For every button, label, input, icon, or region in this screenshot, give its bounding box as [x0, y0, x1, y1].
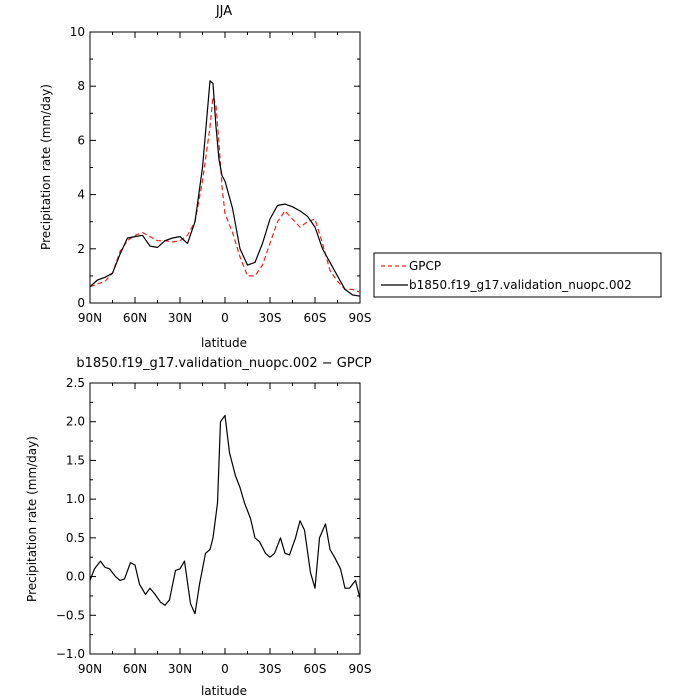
bottom-plot-frame — [89, 382, 361, 655]
top-plot-frame — [89, 31, 361, 304]
top-x-tick-label: 60N — [123, 311, 147, 325]
bottom-x-tick-label: 60N — [123, 662, 147, 676]
bottom-x-tick-label: 0 — [221, 662, 229, 676]
bottom-y-tick-label: 0.0 — [66, 570, 85, 584]
top-panel: JJA 0 2 4 6 8 10 90N 60N 30N 0 30S 60S 90S latitude… — [39, 4, 371, 350]
top-x-tick-label: 90S — [349, 311, 372, 325]
legend-label-gpcp: GPCP — [409, 259, 441, 273]
bottom-y-tick-label: 1.5 — [66, 453, 85, 467]
legend-box — [373, 252, 662, 298]
bottom-x-tick-label: 90S — [349, 662, 372, 676]
legend: GPCP b1850.f19_g17.validation_nuopc.002 — [373, 252, 662, 298]
top-x-tick-label: 0 — [221, 311, 229, 325]
bottom-series-group — [89, 414, 361, 615]
bottom-x-tick-label: 90N — [78, 662, 102, 676]
bottom-y-tick-label: 0.5 — [66, 531, 85, 545]
bottom-y-tick-label: 2.5 — [66, 376, 85, 390]
top-y-axis: 0 2 4 6 8 10 — [70, 25, 360, 310]
bottom-y-tick-label: −0.5 — [56, 608, 85, 622]
top-y-tick-label: 4 — [77, 188, 85, 202]
bottom-y-tick-label: 1.0 — [66, 492, 85, 506]
bottom-x-axis: 90N 60N 30N 0 30S 60S 90S — [78, 383, 372, 676]
bottom-x-axis-label: latitude — [201, 684, 247, 698]
top-y-tick-label: 10 — [70, 25, 85, 39]
top-y-tick-label: 2 — [77, 242, 85, 256]
top-x-tick-label: 30N — [168, 311, 192, 325]
legend-label-model: b1850.f19_g17.validation_nuopc.002 — [409, 278, 632, 292]
top-x-tick-label: 30S — [259, 311, 282, 325]
top-y-tick-label: 6 — [77, 133, 85, 147]
top-y-axis-label: Precipitation rate (mm/day) — [39, 84, 53, 250]
top-series-line-1 — [89, 80, 361, 297]
bottom-panel: b1850.f19_g17.validation_nuopc.002 − GPC… — [25, 356, 372, 698]
top-series-line-0 — [89, 96, 361, 293]
bottom-x-tick-label: 60S — [304, 662, 327, 676]
bottom-x-tick-label: 30N — [168, 662, 192, 676]
top-y-tick-label: 8 — [77, 79, 85, 93]
bottom-chart-title: b1850.f19_g17.validation_nuopc.002 − GPC… — [76, 356, 371, 371]
bottom-y-tick-label: −1.0 — [56, 647, 85, 661]
bottom-y-axis: −1.0 −0.5 0.0 0.5 1.0 1.5 2.0 2.5 — [56, 376, 360, 661]
bottom-y-axis-label: Precipitation rate (mm/day) — [25, 436, 39, 602]
top-series-group — [89, 80, 361, 297]
bottom-x-tick-label: 30S — [259, 662, 282, 676]
top-x-tick-label: 60S — [304, 311, 327, 325]
top-y-tick-label: 0 — [77, 296, 85, 310]
top-x-axis: 90N 60N 30N 0 30S 60S 90S — [78, 32, 372, 325]
bottom-y-tick-label: 2.0 — [66, 415, 85, 429]
bottom-series-line-0 — [89, 414, 361, 615]
top-x-axis-label: latitude — [201, 336, 247, 350]
top-chart-title: JJA — [215, 4, 232, 19]
top-x-tick-label: 90N — [78, 311, 102, 325]
